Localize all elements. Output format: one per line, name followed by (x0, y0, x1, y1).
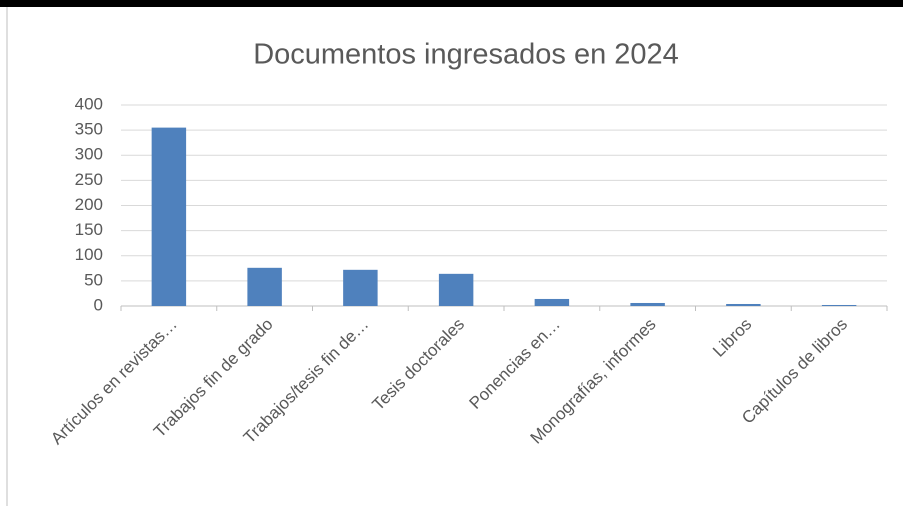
bar (247, 267, 282, 306)
top-border (0, 0, 903, 7)
x-tick-label: Capítulos de libros (738, 315, 851, 428)
bar (343, 269, 378, 306)
y-tick-label: 50 (84, 270, 103, 289)
bar (821, 304, 857, 306)
chart-title: Documentos ingresados en 2024 (253, 39, 679, 71)
y-tick-label: 100 (75, 245, 103, 264)
y-tick-label: 350 (75, 120, 103, 139)
bar (534, 298, 570, 306)
bar (726, 303, 761, 306)
y-tick-label: 250 (75, 170, 103, 189)
x-tick-label: Ponencias en… (466, 315, 564, 413)
bar (151, 127, 187, 306)
y-tick-label: 200 (75, 195, 103, 214)
x-tick-label: Tesis doctorales (368, 315, 468, 415)
y-tick-label: 300 (75, 145, 103, 164)
y-tick-label: 0 (94, 295, 103, 314)
bar (438, 273, 474, 306)
y-tick-label: 400 (75, 94, 103, 113)
bar (630, 302, 665, 306)
y-tick-label: 150 (75, 220, 103, 239)
x-tick-label: Libros (709, 315, 755, 361)
